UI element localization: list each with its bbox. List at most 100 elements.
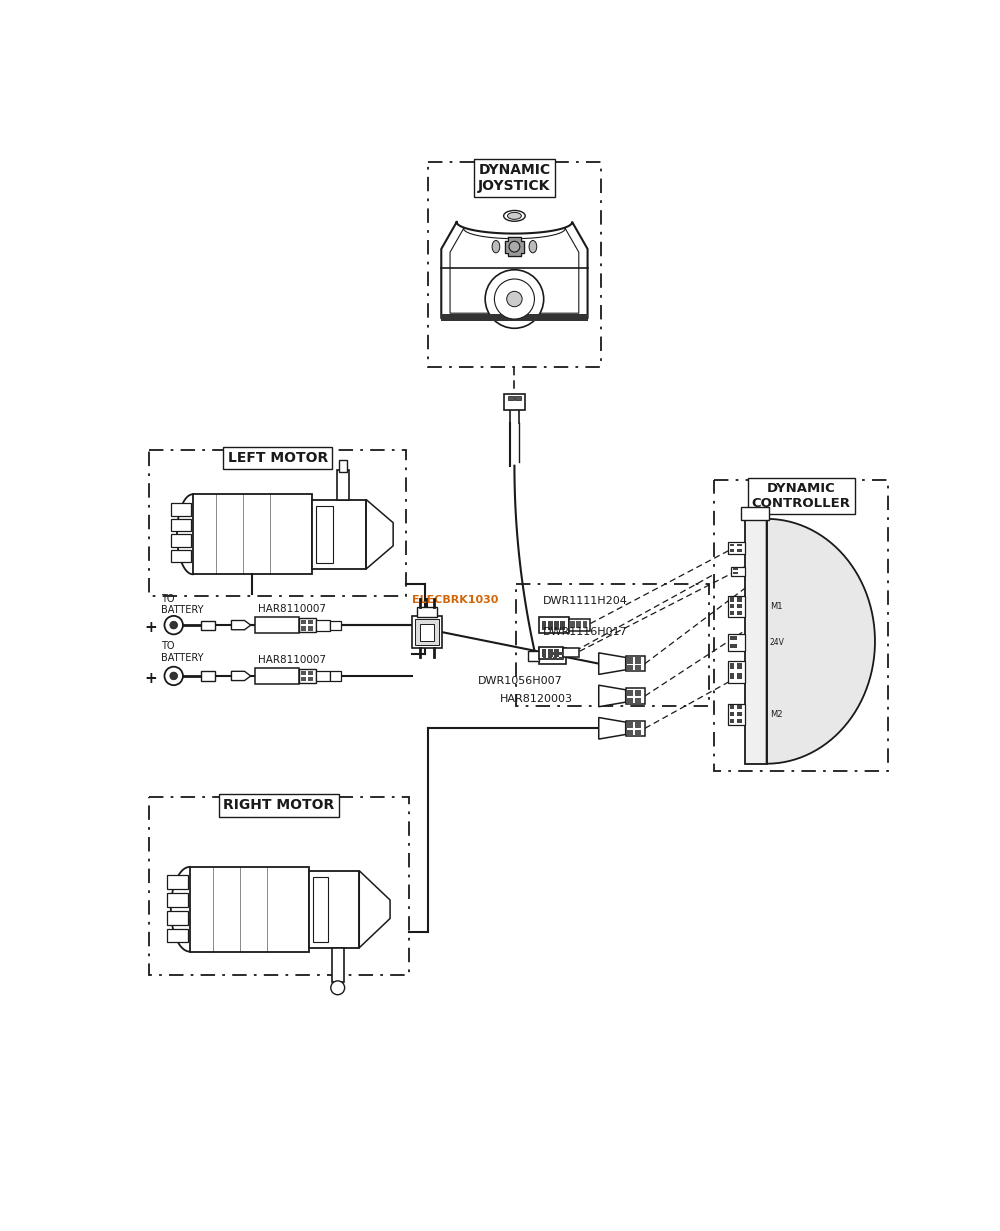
Bar [542,620,546,630]
Ellipse shape [507,213,521,219]
Text: M1: M1 [770,602,782,611]
Bar [543,656,546,660]
Bar [737,604,742,608]
Bar [730,673,734,678]
Bar [299,668,316,683]
Bar [428,161,601,367]
Text: DYNAMIC
JOYSTICK: DYNAMIC JOYSTICK [478,164,551,193]
Text: DWR1116H017: DWR1116H017 [543,627,628,636]
Bar [626,688,645,704]
Bar [737,611,742,616]
Bar [301,625,306,630]
Bar [308,625,313,630]
Polygon shape [177,494,193,575]
Polygon shape [171,867,190,952]
Bar [167,928,188,943]
Bar [167,911,188,924]
Bar [731,566,745,576]
Bar [559,656,563,660]
Text: TO
BATTERY: TO BATTERY [161,593,203,616]
Bar [528,650,539,661]
Bar [627,689,633,696]
Bar [728,542,745,554]
Bar [730,604,734,608]
Circle shape [164,667,183,686]
Bar [412,616,442,649]
Bar [730,544,734,547]
Bar [543,652,546,655]
Bar [737,597,742,602]
Bar [167,892,188,907]
Polygon shape [231,620,251,630]
Text: TO
BATTERY: TO BATTERY [161,641,203,662]
Ellipse shape [529,240,537,252]
Bar [330,620,341,630]
Bar [627,657,633,664]
Bar [313,876,328,942]
Bar [299,618,316,632]
Bar [167,875,188,889]
Bar [309,870,359,948]
Bar [316,619,330,630]
Bar [553,656,557,660]
Bar [515,395,521,400]
Bar [548,652,552,655]
Bar [559,652,563,655]
Bar [539,649,566,664]
Bar [301,619,306,624]
Bar [570,620,575,628]
Bar [737,719,742,723]
Bar [635,723,641,729]
Bar [171,534,191,547]
Polygon shape [599,718,626,739]
Bar [728,634,745,651]
Bar [420,624,434,640]
Bar [627,665,633,671]
Bar [728,704,745,725]
Bar [441,314,588,321]
Bar [635,730,641,736]
Bar [626,656,645,671]
Circle shape [170,672,178,680]
Text: +: + [144,620,157,635]
Bar [730,549,734,551]
Circle shape [164,616,183,634]
Bar [730,644,737,648]
Text: DWR1056H007: DWR1056H007 [478,676,563,686]
Bar [508,395,514,400]
Ellipse shape [504,211,525,222]
Bar [149,796,409,975]
Polygon shape [505,238,524,256]
Bar [730,719,734,723]
Polygon shape [767,518,875,763]
Bar [301,677,306,681]
Bar [745,518,767,763]
Bar [516,585,709,705]
Bar [548,656,552,660]
Circle shape [494,279,534,319]
Circle shape [485,270,544,329]
Bar [539,618,569,633]
Bar [730,662,734,668]
Bar [741,507,769,519]
Bar [542,649,546,656]
Circle shape [509,241,520,252]
Bar [737,544,742,547]
Bar [149,449,406,596]
Bar [201,620,215,630]
Bar [548,620,553,630]
Text: M2: M2 [770,710,782,719]
Bar [554,649,559,656]
Text: HAR8120003: HAR8120003 [500,694,573,704]
Bar [171,518,191,532]
Bar [576,620,581,628]
Bar [714,480,888,772]
Bar [330,671,341,681]
Bar [312,500,366,569]
Bar [193,494,312,575]
Bar [563,649,579,657]
Bar [569,619,590,632]
Bar [733,572,738,574]
Bar [730,597,734,602]
Bar [635,689,641,696]
